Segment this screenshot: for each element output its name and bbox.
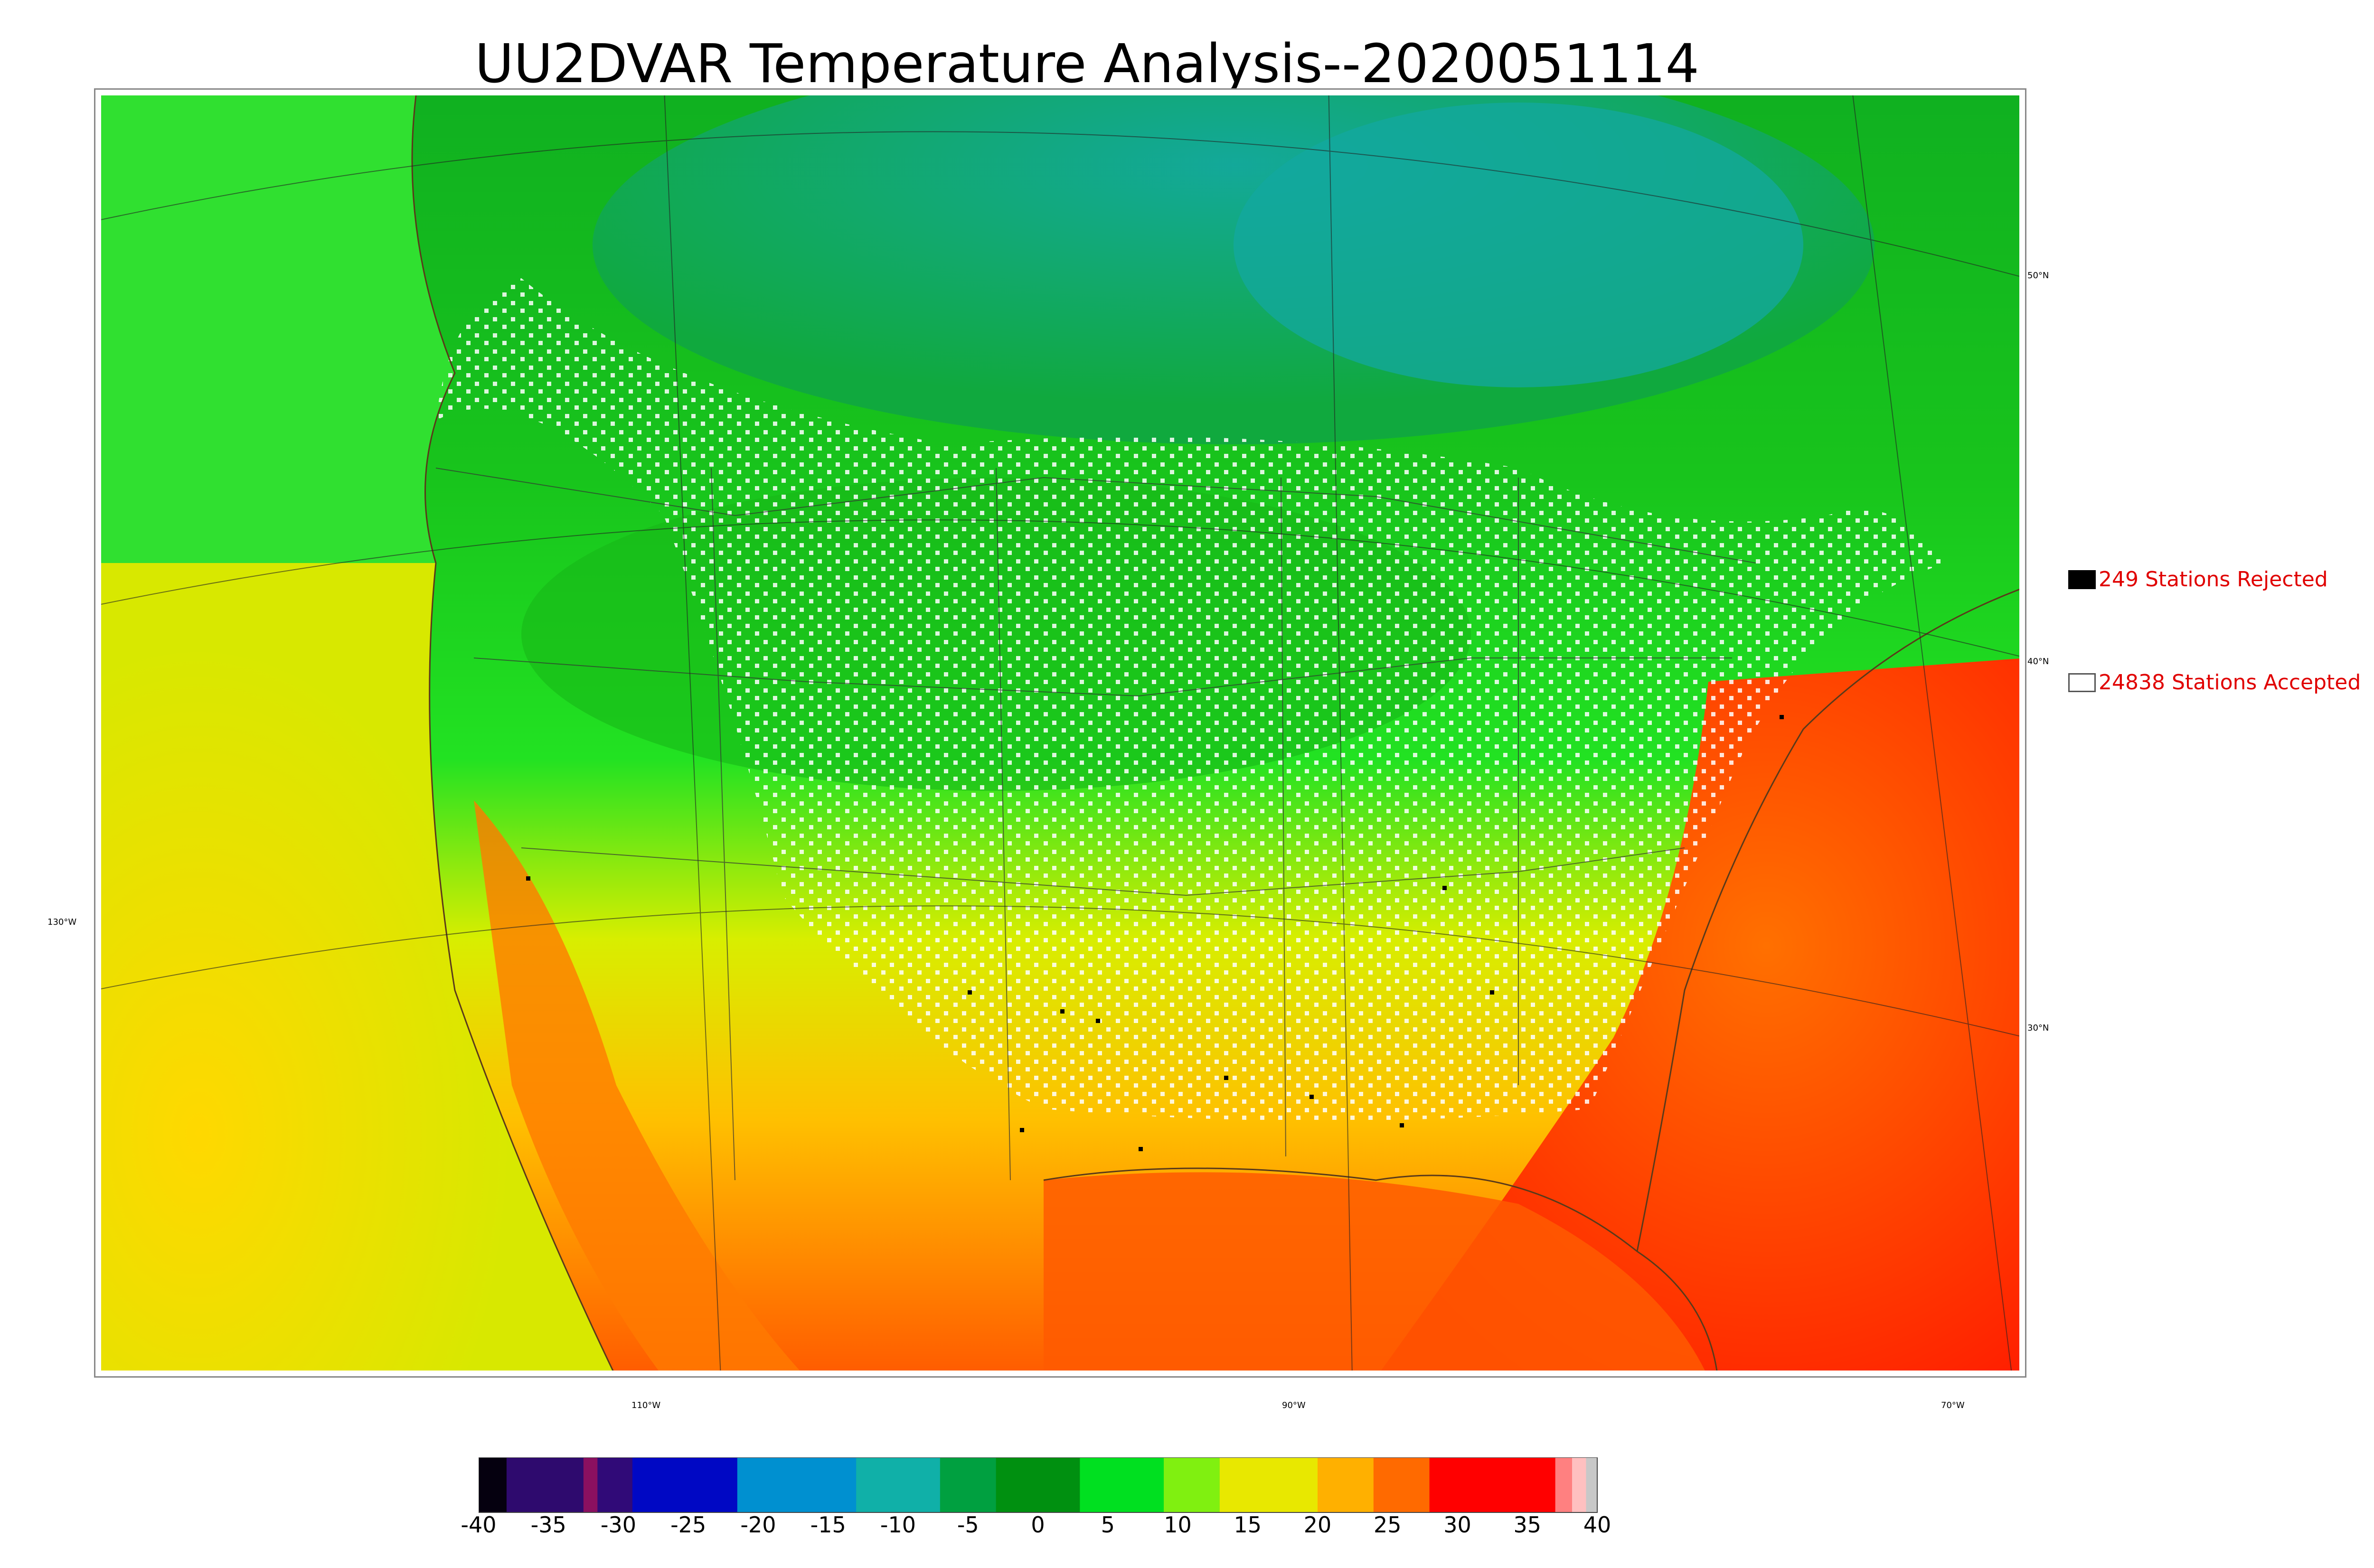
northwest-field <box>101 95 455 563</box>
colorbar-segment <box>479 1457 507 1512</box>
colorbar-tick-label: -5 <box>957 1512 979 1538</box>
colorbar-segment <box>737 1457 857 1512</box>
colorbar-tick-label: -30 <box>600 1512 637 1538</box>
rejected-station-points <box>526 715 1784 1151</box>
colorbar-tick-label: 5 <box>1101 1512 1115 1538</box>
chart-title: UU2DVAR Temperature Analysis--2020051114 <box>475 33 1699 95</box>
colorbar-tick-label: -35 <box>530 1512 566 1538</box>
colorbar-tick-label: 10 <box>1164 1512 1192 1538</box>
colorbar-segment <box>940 1457 997 1512</box>
colorbar-tick-label: -15 <box>810 1512 846 1538</box>
legend-rejected: 249 Stations Rejected <box>2068 567 2328 592</box>
colorbar-segment <box>1219 1457 1318 1512</box>
rejected-label: 249 Stations Rejected <box>2099 567 2328 592</box>
colorbar-segment <box>583 1457 598 1512</box>
legend-accepted: 24838 Stations Accepted <box>2068 670 2361 695</box>
graticule-label-30n: 30°N <box>2027 1023 2049 1033</box>
graticule-label-40n: 40°N <box>2027 657 2049 667</box>
colorbar-tick-label: 25 <box>1373 1512 1402 1538</box>
colorbar-outline <box>479 1457 1598 1513</box>
graticule-label-130w: 130°W <box>47 917 77 927</box>
state-borders <box>435 468 1756 1181</box>
colorbar-tick-label: -20 <box>740 1512 776 1538</box>
desert-southwest-heat <box>474 800 800 1371</box>
graticule-label-50n: 50°N <box>2027 271 2049 281</box>
colorbar-segments <box>479 1457 1598 1512</box>
colorbar-segment <box>1373 1457 1430 1512</box>
accepted-station-points <box>436 278 1946 1121</box>
colorbar-segment <box>1164 1457 1220 1512</box>
colorbar <box>479 1457 1598 1513</box>
atlantic-ocean-field <box>1381 658 2019 1371</box>
colorbar-tick-label: 0 <box>1031 1512 1045 1538</box>
graticule-label-90w: 90°W <box>1282 1400 1306 1410</box>
hudson-bay-cold-core <box>1234 103 1803 387</box>
colorbar-tick-label: 40 <box>1583 1512 1611 1538</box>
colorbar-segment <box>1555 1457 1573 1512</box>
accepted-label: 24838 Stations Accepted <box>2099 670 2361 695</box>
colorbar-segment <box>632 1457 738 1512</box>
colorbar-segment <box>1572 1457 1586 1512</box>
colorbar-tick-label: 15 <box>1234 1512 1262 1538</box>
colorbar-tick-label: 20 <box>1303 1512 1332 1538</box>
colorbar-segment <box>506 1457 584 1512</box>
colorbar-segment <box>597 1457 633 1512</box>
graticule-lines <box>101 95 2019 1371</box>
pacific-ocean-field <box>101 563 613 1371</box>
colorbar-segment <box>1429 1457 1556 1512</box>
graticule-label-70w: 70°W <box>1941 1400 1965 1410</box>
colorbar-tick-label: -10 <box>880 1512 916 1538</box>
temperature-map <box>101 95 2019 1371</box>
gulf-of-mexico-field <box>1044 1172 1705 1371</box>
colorbar-segment <box>1318 1457 1374 1512</box>
colorbar-segment <box>1080 1457 1164 1512</box>
colorbar-segment <box>856 1457 941 1512</box>
coastlines <box>411 95 2019 1371</box>
rejected-swatch <box>2068 570 2096 589</box>
colorbar-segment <box>1586 1457 1598 1512</box>
colorbar-tick-label: 35 <box>1513 1512 1542 1538</box>
colorbar-segment <box>996 1457 1080 1512</box>
colorbar-tick-label: 30 <box>1443 1512 1471 1538</box>
accepted-swatch <box>2068 673 2096 692</box>
colorbar-tick-label: -25 <box>670 1512 707 1538</box>
graticule-label-110w: 110°W <box>631 1400 661 1410</box>
colorbar-tick-label: -40 <box>461 1512 497 1538</box>
